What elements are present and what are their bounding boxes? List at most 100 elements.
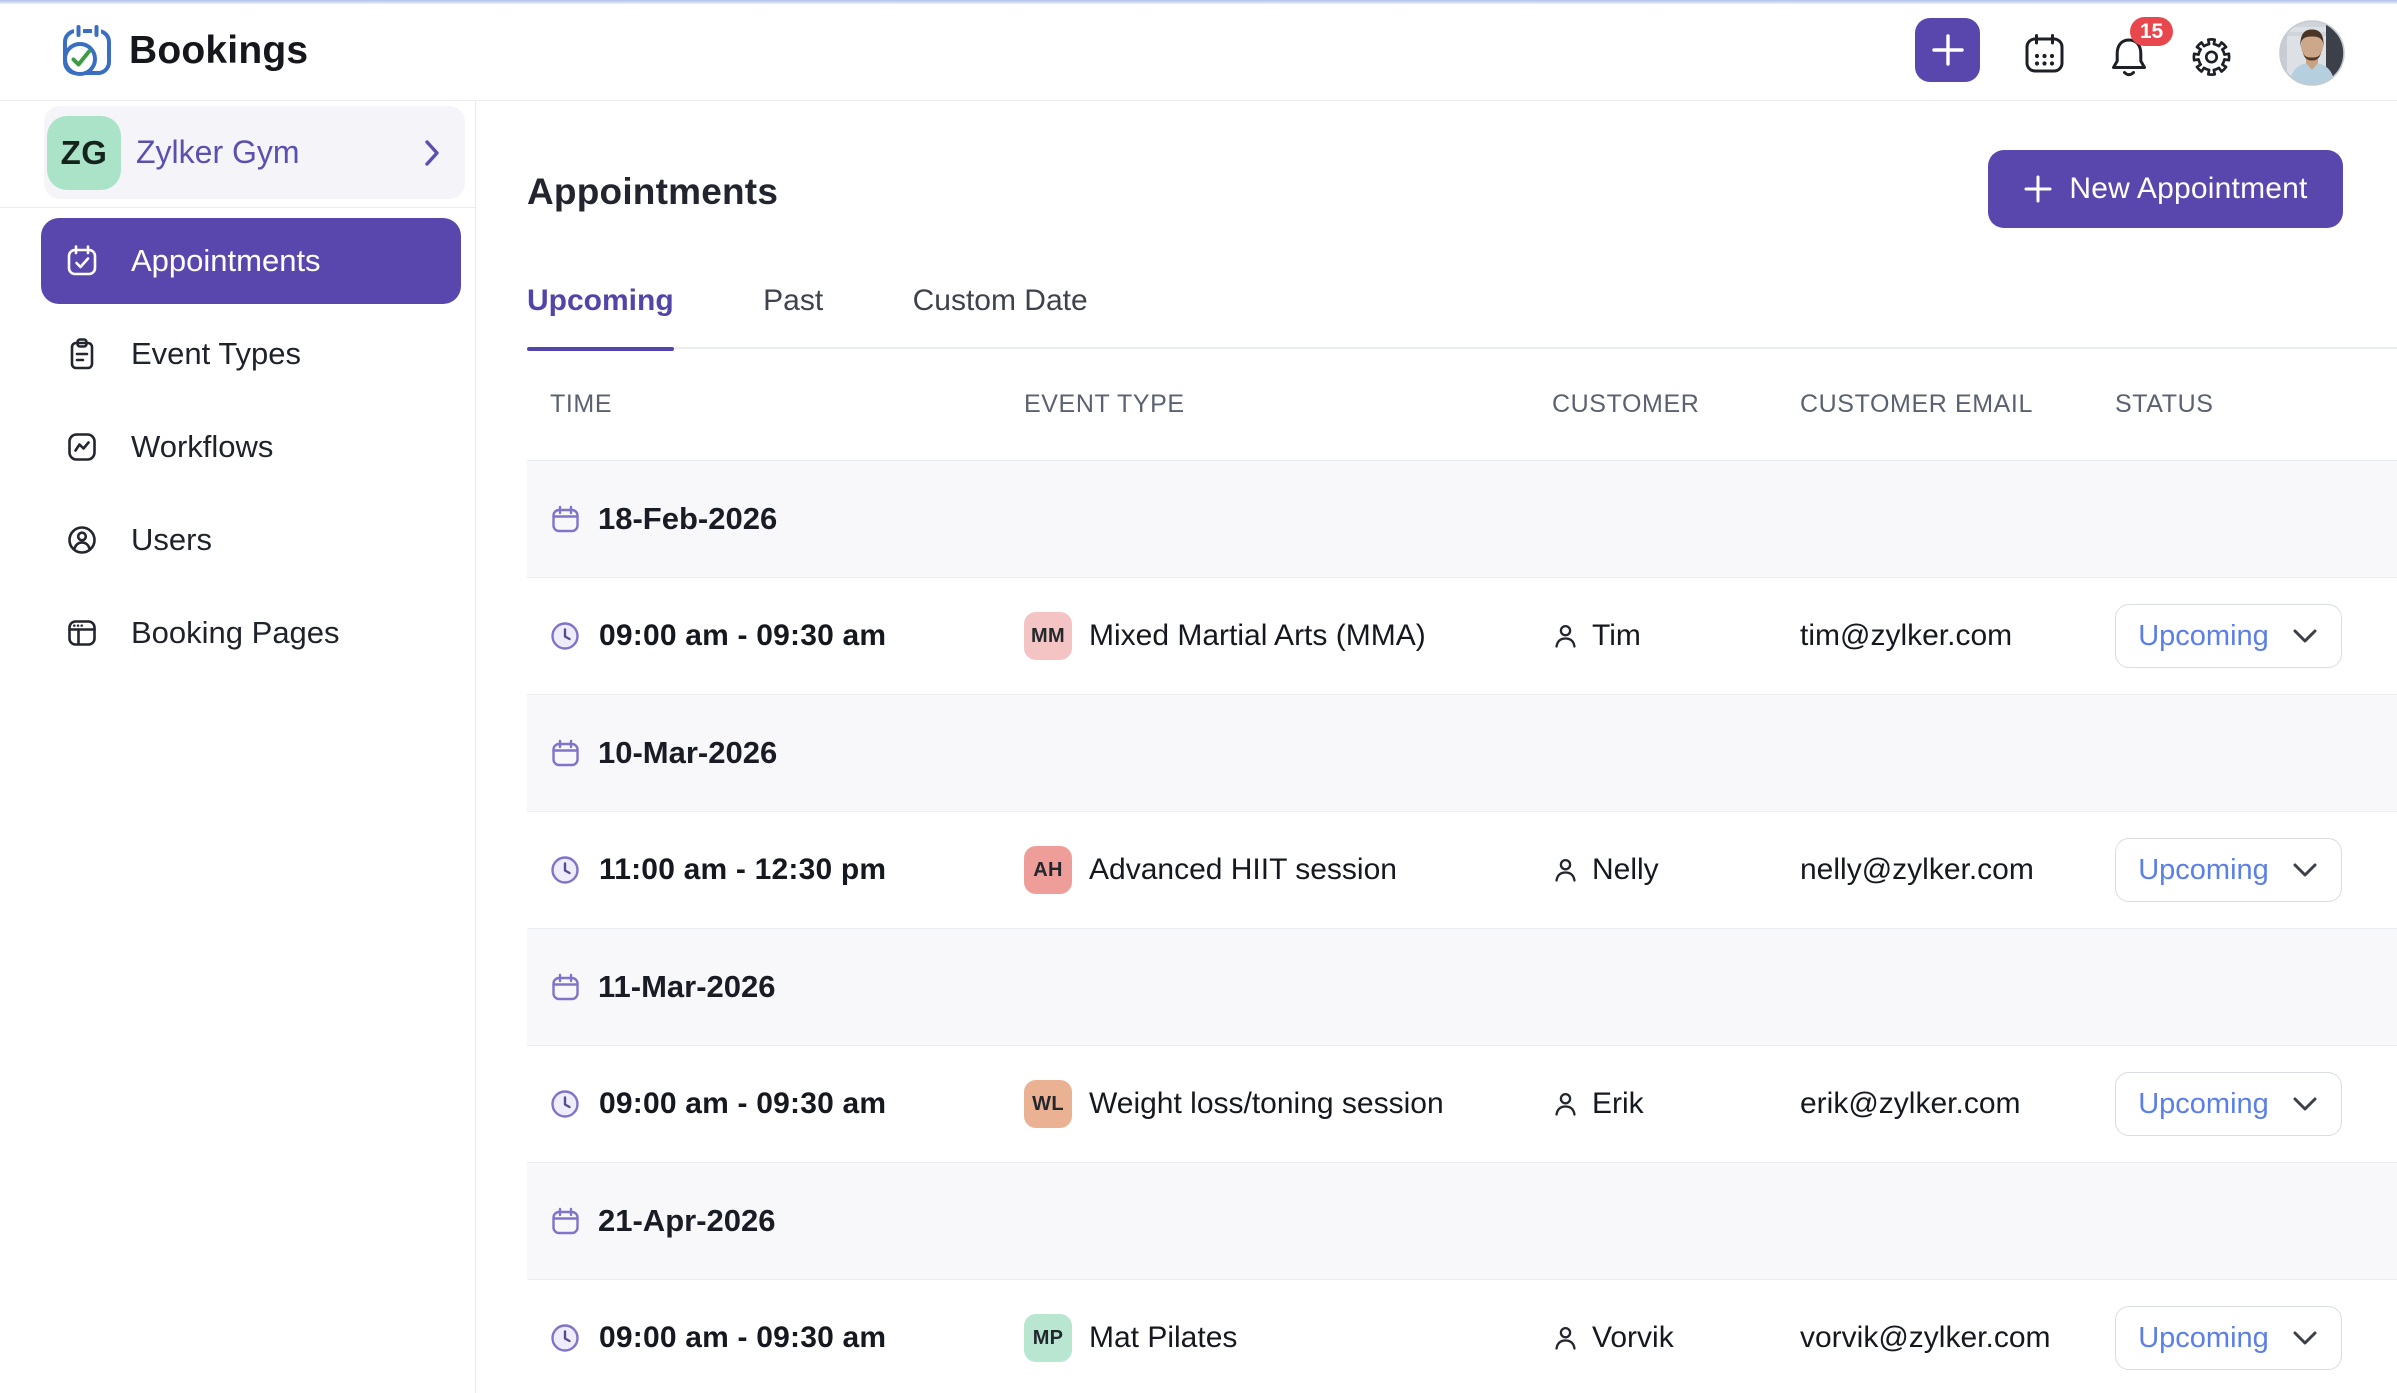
sidebar-item-label: Users: [131, 522, 212, 557]
customer-email: erik@zylker.com: [1800, 1087, 2021, 1120]
clipboard-icon: [65, 337, 99, 371]
appointments-table-body: 18-Feb-2026 09:00 am - 09:30 am MM Mixed…: [527, 461, 2397, 1393]
chevron-down-icon: [2291, 861, 2319, 879]
customer-email: nelly@zylker.com: [1800, 853, 2034, 886]
chevron-right-icon: [423, 138, 441, 168]
chevron-down-icon: [2291, 627, 2319, 645]
calendar-check-icon: [65, 244, 99, 278]
event-type-cell: AH Advanced HIIT session: [1024, 846, 1552, 894]
workspace-name: Zylker Gym: [136, 134, 300, 170]
status-cell: Upcoming: [2115, 1306, 2397, 1370]
workspace-selector[interactable]: ZG Zylker Gym: [44, 106, 465, 199]
main-content: Appointments New Appointment Upcoming Pa…: [477, 101, 2397, 1393]
status-dropdown[interactable]: Upcoming: [2115, 1072, 2342, 1136]
user-avatar[interactable]: [2279, 20, 2345, 86]
status-dropdown[interactable]: Upcoming: [2115, 838, 2342, 902]
status-cell: Upcoming: [2115, 604, 2397, 668]
appointment-row: 09:00 am - 09:30 am WL Weight loss/tonin…: [527, 1046, 2397, 1163]
sidebar: ZG Zylker Gym: [0, 101, 476, 1393]
event-type-badge: WL: [1024, 1080, 1072, 1128]
sidebar-item-workflows[interactable]: Workflows: [41, 404, 461, 490]
event-type-name: Weight loss/toning session: [1089, 1087, 1444, 1120]
sidebar-divider: [0, 207, 476, 208]
status-cell: Upcoming: [2115, 838, 2397, 902]
customer-email-cell: tim@zylker.com: [1800, 619, 2115, 653]
date-group-row: 21-Apr-2026: [527, 1163, 2397, 1280]
customer-name: Vorvik: [1592, 1321, 1674, 1354]
date-calendar-icon: [550, 1206, 581, 1237]
customer-cell: Erik: [1552, 1087, 1800, 1121]
person-icon: [1552, 856, 1579, 884]
workspace-avatar: ZG: [47, 115, 121, 190]
status-label: Upcoming: [2138, 619, 2269, 652]
sidebar-item-event-types[interactable]: Event Types: [41, 311, 461, 397]
appointment-time: 09:00 am - 09:30 am: [599, 619, 887, 652]
sidebar-item-label: Workflows: [131, 429, 274, 464]
app-logo[interactable]: Bookings: [62, 24, 308, 77]
appointment-row: 09:00 am - 09:30 am MP Mat Pilates Vorvi…: [527, 1280, 2397, 1393]
person-icon: [1552, 1090, 1579, 1118]
plus-icon: [1931, 33, 1965, 67]
time-cell: 09:00 am - 09:30 am: [550, 1321, 1024, 1355]
top-header: Bookings 15: [0, 0, 2397, 101]
status-dropdown[interactable]: Upcoming: [2115, 1306, 2342, 1370]
new-appointment-button[interactable]: New Appointment: [1988, 150, 2343, 228]
sidebar-item-label: Booking Pages: [131, 615, 340, 650]
sidebar-item-booking-pages[interactable]: Booking Pages: [41, 590, 461, 676]
browser-window-icon: [65, 616, 99, 650]
person-icon: [1552, 1324, 1579, 1352]
time-cell: 09:00 am - 09:30 am: [550, 619, 1024, 653]
status-label: Upcoming: [2138, 1321, 2269, 1354]
customer-cell: Tim: [1552, 619, 1800, 653]
event-type-name: Mixed Martial Arts (MMA): [1089, 619, 1426, 652]
chevron-down-icon: [2291, 1329, 2319, 1347]
sidebar-item-appointments[interactable]: Appointments: [41, 218, 461, 304]
appointment-time: 11:00 am - 12:30 pm: [599, 853, 887, 886]
tab-past[interactable]: Past: [763, 284, 824, 317]
clock-icon: [550, 855, 580, 885]
time-cell: 09:00 am - 09:30 am: [550, 1087, 1024, 1121]
status-cell: Upcoming: [2115, 1072, 2397, 1136]
date-label: 10-Mar-2026: [598, 735, 778, 770]
plus-icon: [2023, 174, 2053, 204]
appointment-time: 09:00 am - 09:30 am: [599, 1321, 887, 1354]
event-type-name: Mat Pilates: [1089, 1321, 1238, 1354]
event-type-name: Advanced HIIT session: [1089, 853, 1397, 886]
date-group-row: 10-Mar-2026: [527, 695, 2397, 812]
sidebar-item-users[interactable]: Users: [41, 497, 461, 583]
column-header-status: STATUS: [2115, 390, 2214, 418]
quick-create-button[interactable]: [1915, 18, 1980, 82]
customer-cell: Nelly: [1552, 853, 1800, 887]
customer-email: vorvik@zylker.com: [1800, 1321, 2051, 1354]
customer-email-cell: erik@zylker.com: [1800, 1087, 2115, 1121]
event-type-badge: MM: [1024, 612, 1072, 660]
clock-icon: [550, 621, 580, 651]
calendar-icon[interactable]: [2024, 33, 2065, 75]
time-cell: 11:00 am - 12:30 pm: [550, 853, 1024, 887]
appointment-row: 11:00 am - 12:30 pm AH Advanced HIIT ses…: [527, 812, 2397, 929]
date-calendar-icon: [550, 972, 581, 1003]
page-title: Appointments: [527, 171, 779, 212]
clock-icon: [550, 1323, 580, 1353]
settings-gear-icon[interactable]: [2192, 37, 2231, 76]
appointment-row: 09:00 am - 09:30 am MM Mixed Martial Art…: [527, 578, 2397, 695]
date-label: 18-Feb-2026: [598, 501, 778, 536]
user-circle-icon: [65, 523, 99, 557]
sidebar-item-label: Event Types: [131, 336, 302, 371]
tabs-bar: Upcoming Past Custom Date: [527, 261, 2397, 351]
customer-email: tim@zylker.com: [1800, 619, 2013, 652]
tab-custom-date[interactable]: Custom Date: [912, 284, 1088, 317]
event-type-badge: AH: [1024, 846, 1072, 894]
app-name: Bookings: [129, 28, 309, 72]
date-calendar-icon: [550, 738, 581, 769]
bookings-logo-icon: [62, 24, 112, 77]
status-dropdown[interactable]: Upcoming: [2115, 604, 2342, 668]
customer-name: Tim: [1592, 619, 1641, 652]
customer-email-cell: nelly@zylker.com: [1800, 853, 2115, 887]
customer-name: Erik: [1592, 1087, 1644, 1120]
customer-cell: Vorvik: [1552, 1321, 1800, 1355]
status-label: Upcoming: [2138, 853, 2269, 886]
tab-upcoming[interactable]: Upcoming: [527, 261, 674, 351]
workflow-pulse-icon: [65, 430, 99, 464]
